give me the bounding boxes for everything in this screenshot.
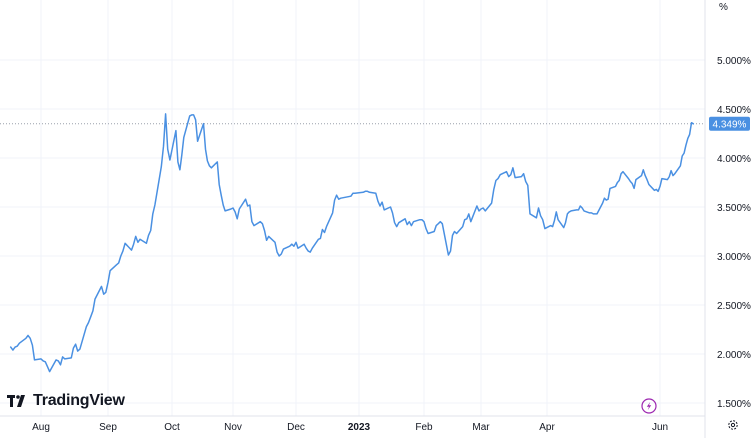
y-tick-label: 2.000%: [717, 350, 751, 361]
y-tick-label: 3.500%: [717, 203, 751, 214]
x-tick-label: Feb: [415, 422, 433, 433]
series-line: [9, 113, 695, 373]
gridlines: [0, 0, 705, 416]
x-tick-label: Apr: [539, 422, 555, 433]
x-tick-label: Jun: [652, 422, 668, 433]
tradingview-logo[interactable]: TradingView: [7, 392, 125, 410]
x-tick-label: Oct: [164, 422, 180, 433]
x-tick-label: 2023: [348, 422, 371, 433]
x-axis-ticks: Aug Sep Oct Nov Dec 2023 Feb Mar Apr Jun: [32, 422, 668, 433]
y-tick-label: 1.500%: [717, 399, 751, 410]
x-tick-label: Aug: [32, 422, 50, 433]
y-axis-ticks: 1.500% 2.000% 2.500% 3.000% 3.500% 4.000% 4.50…: [717, 56, 751, 410]
x-tick-label: Dec: [287, 422, 305, 433]
y-tick-label: 4.000%: [717, 154, 751, 165]
x-tick-label: Mar: [472, 422, 490, 433]
lightning-icon[interactable]: [641, 398, 657, 414]
y-tick-label: 5.000%: [717, 56, 751, 67]
y-tick-label: 4.500%: [717, 105, 751, 116]
x-tick-label: Nov: [224, 422, 242, 433]
last-value-badge-bg: [709, 116, 750, 131]
tradingview-logo-text: TradingView: [33, 392, 125, 409]
last-value-badge: 4.349%: [709, 116, 750, 131]
last-value-badge-text: 4.349%: [713, 119, 747, 130]
settings-gear-icon[interactable]: [728, 420, 738, 430]
y-tick-label: 2.500%: [717, 301, 751, 312]
x-tick-label: Sep: [99, 422, 117, 433]
y-tick-label: 3.000%: [717, 252, 751, 263]
tradingview-logo-icon: [7, 395, 25, 407]
y-axis-unit-label: %: [719, 2, 728, 13]
